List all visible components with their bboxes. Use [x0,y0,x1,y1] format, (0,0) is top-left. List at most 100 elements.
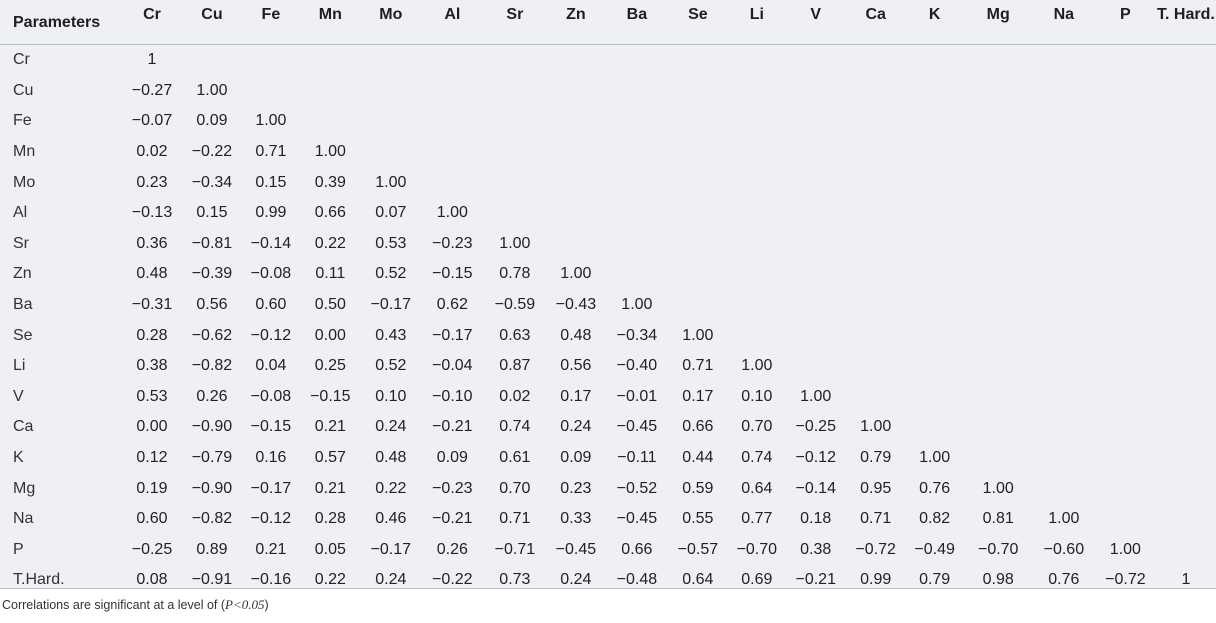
empty-cell [964,167,1033,198]
empty-cell [1033,412,1095,443]
correlation-cell: −0.57 [677,540,719,558]
empty-cell [668,290,728,321]
correlation-cell: −0.90 [191,418,233,436]
correlation-cell: 0.60 [255,296,287,314]
correlation-cell: −0.12 [250,326,292,344]
correlation-cell: 0.23 [560,479,592,497]
table-row: T.Hard. 0.08 −0.91 −0.16 0.22 0.24 −0.22 0.73 0.… [0,565,1216,596]
empty-cell [1156,45,1216,76]
empty-cell [668,76,728,107]
empty-cell [182,45,242,76]
correlation-cell: 0.38 [136,357,168,375]
row-label: Li [13,357,26,375]
empty-cell [964,412,1033,443]
empty-cell [1033,198,1095,229]
empty-cell [786,167,846,198]
correlation-cell: −0.34 [616,326,658,344]
row-label: Ba [13,296,33,314]
empty-cell [1156,473,1216,504]
correlation-cell: −0.72 [1105,571,1146,589]
correlation-cell: 0.23 [136,173,168,191]
row-label: Sr [13,234,29,252]
empty-cell [484,137,546,168]
empty-cell [786,76,846,107]
table-row: Sr 0.36 −0.81 −0.14 0.22 0.53 −0.23 1.00 [0,229,1216,260]
row-label: Mo [13,173,36,191]
correlation-cell: 1.00 [1109,540,1141,558]
empty-cell [846,106,906,137]
correlation-cell: 0.46 [375,510,407,528]
empty-cell [668,106,728,137]
empty-cell [421,167,484,198]
correlation-cell: 1 [1181,571,1191,589]
correlation-cell: 1.00 [436,204,468,222]
empty-cell [1156,229,1216,260]
column-header: Fe [241,0,300,45]
correlation-cell: −0.15 [432,265,473,283]
empty-cell [300,45,361,76]
empty-cell [546,106,606,137]
empty-cell [606,167,668,198]
correlation-cell: −0.04 [432,357,473,375]
row-label: Ca [13,418,34,436]
empty-cell [1095,351,1156,382]
empty-cell [546,229,606,260]
empty-cell [668,45,728,76]
correlation-cell: 0.76 [919,479,951,497]
correlation-cell: −0.17 [370,296,412,314]
empty-cell [1095,167,1156,198]
empty-cell [1156,259,1216,290]
correlation-cell: −0.79 [191,449,233,467]
correlation-cell: 0.15 [255,173,287,191]
correlation-cell: 1.00 [982,479,1014,497]
correlation-cell: 0.16 [255,449,287,467]
correlation-cell: −0.82 [191,357,233,375]
empty-cell [786,229,846,260]
empty-cell [1156,167,1216,198]
empty-cell [964,137,1033,168]
correlation-cell: 0.50 [314,296,346,314]
correlation-cell: −0.01 [616,387,658,405]
row-label: Zn [13,265,32,283]
correlation-cell: 0.71 [255,143,287,161]
empty-cell [906,412,964,443]
correlation-cell: 0.71 [682,357,714,375]
empty-cell [786,198,846,229]
correlation-cell: 0.38 [800,540,832,558]
correlation-cell: 0.05 [314,540,346,558]
table-footnote: Correlations are significant at a level … [0,588,1216,623]
column-header: Mg [963,0,1033,45]
empty-cell [846,198,906,229]
table-row: Ba −0.31 0.56 0.60 0.50 −0.17 0.62 −0.59 −0.43 1.… [0,290,1216,321]
correlation-cell: 0.24 [375,571,407,589]
empty-cell [786,320,846,351]
correlation-cell: 0.79 [919,571,951,589]
correlation-cell: 0.82 [919,510,951,528]
row-label: Cu [13,81,34,99]
correlation-cell: −0.23 [432,234,473,252]
correlation-cell: 0.26 [436,540,468,558]
empty-cell [606,45,668,76]
correlation-cell: 0.44 [682,449,714,467]
correlation-table-panel: Parameters Cr Cu Fe Mn Mo Al Sr Zn Ba Se Li V Ca K Mg N… [0,0,1216,588]
correlation-cell: −0.15 [250,418,292,436]
table-row: Cu −0.27 1.00 [0,76,1216,107]
correlation-cell: 0.22 [314,234,346,252]
empty-cell [421,106,484,137]
empty-cell [846,137,906,168]
empty-cell [846,259,906,290]
empty-cell [361,137,421,168]
empty-cell [964,198,1033,229]
empty-cell [1033,320,1095,351]
row-label: Fe [13,112,32,130]
table-row: Fe −0.07 0.09 1.00 [0,106,1216,137]
correlation-cell: 1.00 [499,234,531,252]
empty-cell [361,106,421,137]
empty-cell [1033,76,1095,107]
correlation-cell: 0.04 [255,357,287,375]
table-row: Ca 0.00 −0.90 −0.15 0.21 0.24 −0.21 0.74 0.24 −0.… [0,412,1216,443]
empty-cell [606,198,668,229]
table-row: Na 0.60 −0.82 −0.12 0.28 0.46 −0.21 0.71 0.33 −0.… [0,504,1216,535]
correlation-cell: 0.43 [375,326,407,344]
correlation-cell: 0.09 [560,449,592,467]
